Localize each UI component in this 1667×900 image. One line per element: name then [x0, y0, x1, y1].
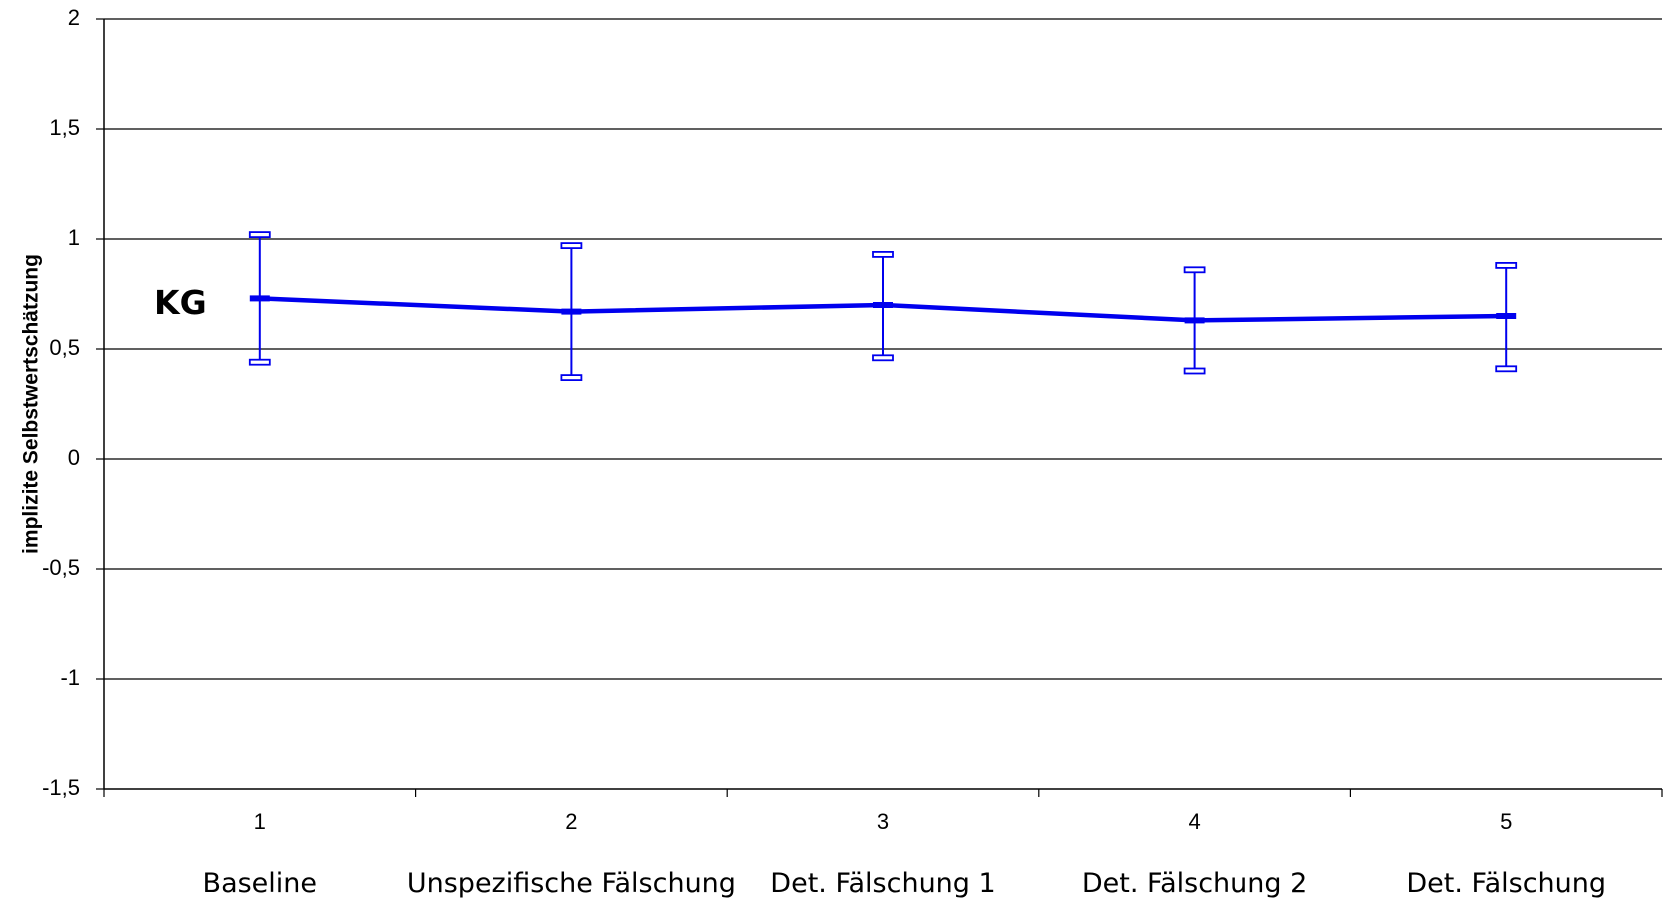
category-label: Unspezifische Fälschung [407, 868, 736, 899]
y-tick-label: -1 [60, 665, 80, 690]
data-point [873, 302, 893, 308]
category-label: Det. Fälschung 1 [770, 868, 995, 899]
error-cap-lower [248, 358, 271, 366]
category-label: Det. Fälschung 2 [1082, 868, 1307, 899]
error-cap-upper [872, 250, 894, 258]
error-cap-upper [1495, 261, 1518, 269]
y-tick-label: -1,5 [42, 775, 80, 800]
data-point [561, 308, 582, 315]
data-point [249, 295, 270, 302]
data-point [1184, 317, 1205, 324]
series-label-kg: KG [154, 283, 207, 322]
y-axis-label: implizite Selbstwertschätzung [20, 254, 43, 554]
y-tick-label: -0,5 [42, 555, 80, 580]
error-cap-lower [1495, 365, 1518, 373]
data-point [1496, 313, 1517, 319]
error-cap-upper [1183, 266, 1206, 274]
x-tick-label: 5 [1500, 809, 1512, 834]
x-tick-label: 4 [1188, 809, 1200, 834]
y-tick-label: 0 [68, 445, 80, 470]
x-tick-label: 3 [877, 809, 889, 834]
y-tick-label: 1,5 [49, 115, 80, 140]
error-cap-lower [872, 354, 894, 362]
error-cap-lower [560, 374, 583, 382]
series-group [248, 231, 1518, 382]
category-label: Baseline [203, 868, 317, 899]
category-label: Det. Fälschung [1406, 868, 1606, 899]
error-cap-upper [560, 242, 583, 250]
error-cap-lower [1183, 367, 1206, 375]
y-tick-labels: 2 1,5 1 0,5 0 -0,5 -1 -1,5 [42, 5, 80, 800]
gridlines [96, 18, 1663, 797]
x-tick-label: 1 [254, 809, 266, 834]
x-tick-labels: 1 2 3 4 5 [254, 809, 1513, 834]
axes [103, 19, 1662, 790]
y-tick-label: 2 [68, 5, 80, 30]
error-cap-upper [248, 231, 271, 239]
category-labels: Baseline Unspezifische Fälschung Det. Fäls… [203, 868, 1606, 899]
y-tick-label: 1 [68, 225, 80, 250]
y-tick-label: 0,5 [49, 335, 80, 360]
x-tick-label: 2 [565, 809, 577, 834]
